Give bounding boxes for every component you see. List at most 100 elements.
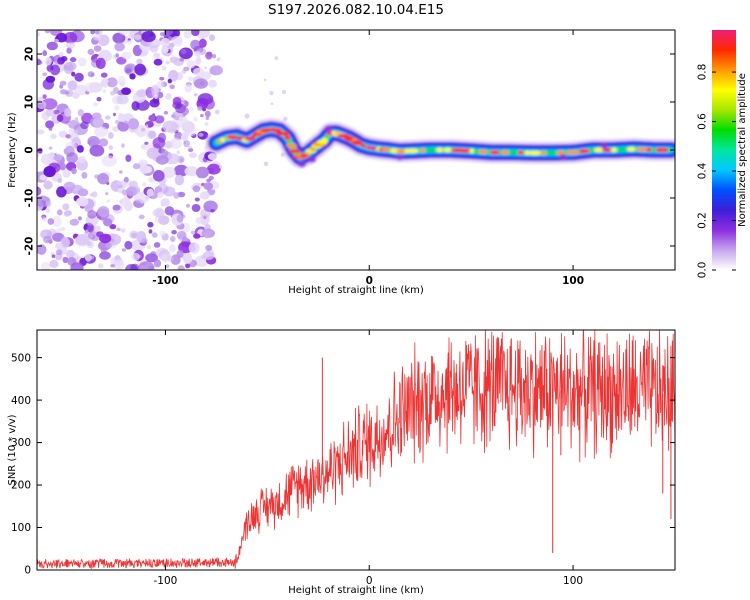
signal-hot-spot	[593, 147, 605, 153]
noise-blob	[139, 165, 151, 174]
noise-blob	[146, 188, 154, 197]
signal-hot-spot	[457, 148, 472, 153]
noise-blob	[97, 263, 104, 269]
noise-blob	[154, 115, 165, 124]
noise-blob	[43, 235, 52, 244]
noise-blob	[110, 91, 115, 96]
noise-blob	[200, 113, 204, 118]
noise-blob	[102, 88, 107, 94]
noise-blob	[77, 155, 86, 164]
noise-blob	[125, 65, 134, 74]
signal-hot-spot	[381, 147, 390, 152]
noise-blob	[100, 72, 108, 78]
noise-blob	[214, 109, 220, 115]
noise-blob	[208, 79, 217, 88]
noise-blob	[126, 39, 133, 45]
noise-blob	[194, 93, 198, 97]
x-tick-label: 100	[562, 275, 584, 287]
noise-blob	[134, 124, 150, 137]
signal-hot-spot	[540, 150, 547, 156]
noise-blob	[191, 30, 200, 37]
noise-blob	[108, 145, 114, 151]
noise-blob	[165, 264, 170, 268]
noise-blob	[183, 66, 190, 72]
noise-blob	[209, 68, 216, 75]
noise-blob	[37, 147, 43, 154]
noise-blob	[148, 229, 153, 234]
signal-hot-spot	[436, 147, 444, 153]
noise-blob	[95, 57, 106, 69]
signal-hot-spot	[406, 148, 419, 153]
spectrogram-x-axis-label: Height of straight line (km)	[288, 285, 424, 296]
noise-blob	[92, 117, 104, 128]
y-tick-label: 100	[11, 522, 31, 534]
noise-blob	[63, 32, 78, 44]
noise-blob	[207, 188, 216, 196]
noise-blob	[202, 229, 212, 239]
noise-blob	[180, 48, 187, 55]
signal-blob	[395, 154, 404, 161]
noise-blob	[119, 81, 125, 87]
noise-blob	[60, 89, 68, 95]
noise-blob	[194, 50, 201, 57]
noise-blob	[159, 230, 166, 237]
noise-blob	[114, 105, 120, 111]
noise-blob	[94, 30, 100, 35]
colorbar-tick-label: 0.0	[697, 262, 709, 279]
noise-blob	[115, 119, 120, 125]
y-tick-label: 20	[24, 47, 36, 62]
signal-hot-spot	[610, 147, 618, 153]
noise-blob	[103, 218, 113, 227]
noise-blob	[49, 30, 63, 36]
noise-blob	[100, 81, 106, 87]
noise-blob	[40, 261, 51, 270]
noise-blob	[119, 199, 124, 204]
snr-line	[37, 330, 675, 570]
noise-blob	[154, 94, 159, 99]
noise-blob	[68, 127, 75, 134]
noise-blob	[87, 210, 97, 219]
noise-blob	[178, 116, 184, 121]
spectrogram-y-ticks: 20 10 0 -10 -20	[24, 47, 675, 255]
noise-blob	[173, 164, 189, 177]
noise-blob	[81, 172, 88, 179]
noise-blob	[148, 114, 157, 122]
noise-blob	[63, 210, 71, 217]
signal-hot-spot	[517, 150, 524, 155]
spectrogram-y-axis-label: Frequency (Hz)	[7, 112, 18, 188]
noise-blob	[244, 113, 250, 119]
noise-blob	[181, 107, 189, 115]
noise-blob	[152, 170, 165, 182]
noise-blob	[176, 249, 184, 258]
noise-blob	[128, 118, 139, 130]
signal-blob	[558, 154, 567, 161]
signal-hot-spot	[321, 137, 328, 143]
noise-blob	[37, 58, 42, 66]
y-tick-label: 200	[11, 480, 31, 492]
noise-blob	[179, 57, 185, 62]
noise-blob	[59, 80, 67, 86]
noise-blob	[161, 65, 167, 71]
signal-hot-spot	[353, 141, 363, 146]
noise-blob	[109, 224, 117, 230]
snr-y-axis-label: SNR (10 * v/v)	[7, 414, 18, 485]
noise-blob	[57, 209, 63, 216]
noise-blob	[168, 244, 176, 253]
noise-blob	[66, 249, 75, 258]
noise-blob	[134, 63, 146, 76]
noise-blob	[173, 192, 180, 199]
noise-blob	[177, 191, 186, 198]
noise-blob	[183, 140, 190, 148]
noise-blob	[133, 200, 142, 207]
noise-blob	[153, 242, 161, 248]
noise-blob	[219, 165, 223, 169]
signal-hot-spot	[220, 137, 226, 142]
noise-blob	[195, 217, 203, 224]
noise-blob	[87, 224, 95, 233]
noise-blob	[90, 30, 95, 35]
noise-blob	[189, 107, 194, 111]
noise-blob	[56, 228, 61, 233]
noise-blob	[48, 127, 53, 131]
signal-hot-spot	[265, 127, 272, 133]
